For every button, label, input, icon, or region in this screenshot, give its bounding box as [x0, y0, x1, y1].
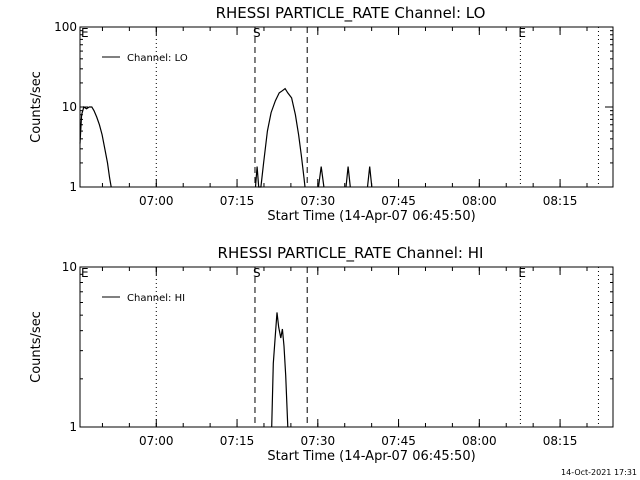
panel2-x-tick-label: 08:15 [543, 434, 578, 448]
panel1-plot-frame [79, 26, 614, 188]
panel1-series-line-segment [317, 166, 325, 188]
panel2-x-tick-label: 07:30 [301, 434, 336, 448]
panel1-series-line-segment [254, 87, 306, 188]
panel1-marker-label: E [81, 26, 89, 40]
panel1-y-axis-label: Counts/sec [29, 71, 44, 143]
panel2-x-tick-label: 07:45 [381, 434, 416, 448]
panel1-series-line-segment [79, 106, 112, 188]
panel1-x-axis-label: Start Time (14-Apr-07 06:45:50) [267, 209, 475, 224]
panel1-series-line-segment [366, 166, 373, 188]
panel1-series-line-segment [345, 166, 351, 188]
panel2-y-tick-label: 1 [69, 420, 77, 434]
panel1-x-tick-label: 07:15 [220, 194, 255, 208]
panel2-x-axis-label: Start Time (14-Apr-07 06:45:50) [267, 449, 475, 464]
panel1-chart-title: RHESSI PARTICLE_RATE Channel: LO [216, 4, 486, 23]
panel1-x-tick-label: 07:45 [381, 194, 416, 208]
panel2-marker-label: S [253, 266, 261, 280]
panel2-plot-frame [79, 266, 614, 428]
panel2-y-axis-label: Counts/sec [29, 311, 44, 383]
panel2-legend-label: Channel: HI [127, 293, 185, 304]
panel1-x-tick-label: 08:00 [462, 194, 497, 208]
panel2-series-line-segment [271, 312, 289, 428]
panel2-x-tick-label: 08:00 [462, 434, 497, 448]
panel1-y-tick-label: 1 [69, 180, 77, 194]
panel2-x-tick-label: 07:00 [139, 434, 174, 448]
panel1-x-tick-label: 08:15 [543, 194, 578, 208]
panel1-marker-label: E [518, 26, 526, 40]
timestamp-label: 14-Oct-2021 17:31 [561, 468, 637, 477]
panel2-marker-label: E [518, 266, 526, 280]
panel2-chart-title: RHESSI PARTICLE_RATE Channel: HI [218, 244, 484, 263]
panel1-marker-label: S [253, 26, 261, 40]
panel2-x-tick-label: 07:15 [220, 434, 255, 448]
panel1-x-tick-label: 07:00 [139, 194, 174, 208]
panel1-y-tick-label: 10 [62, 100, 77, 114]
panel1-legend-label: Channel: LO [127, 53, 188, 64]
panel1-x-tick-label: 07:30 [301, 194, 336, 208]
panel1-y-tick-label: 100 [54, 20, 77, 34]
panel2-marker-label: E [81, 266, 89, 280]
panel2-y-tick-label: 10 [62, 260, 77, 274]
